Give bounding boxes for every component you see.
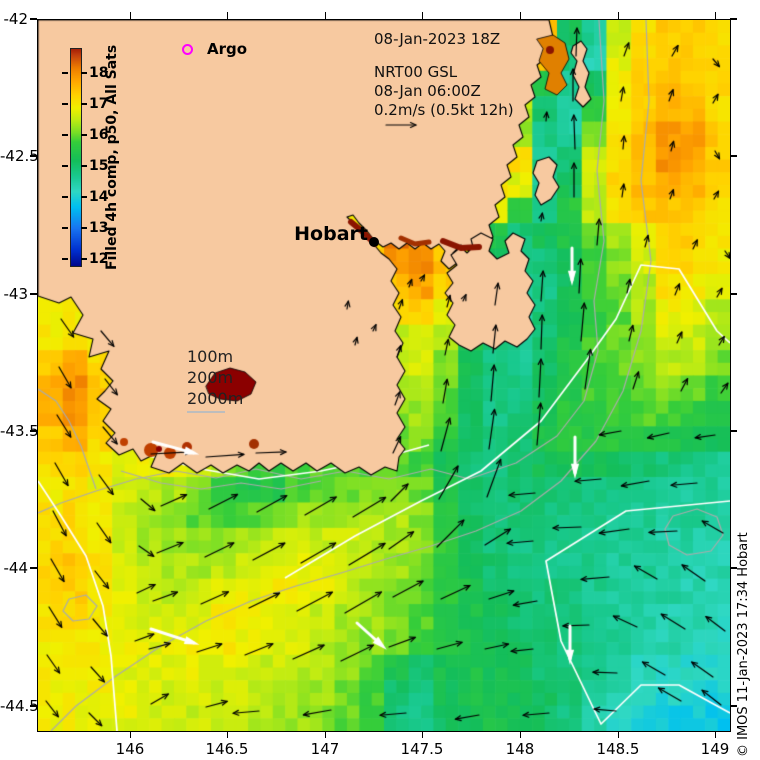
contour-sample-line [187,411,225,413]
y-tick-label: -44.5 [0,697,39,715]
x-tick-label: 149 [700,740,730,758]
colorbar-tick-mark [81,195,87,198]
colorbar-tick-mark [81,133,87,136]
x-tick-label: 148 [505,740,535,758]
x-tick-label: 147.5 [400,740,444,758]
model-name: NRT00 GSL [374,63,458,81]
colorbar-tick-mark [62,226,68,229]
x-tick-mark [324,731,326,738]
colorbar-tick-mark [62,257,68,260]
model-time: 08-Jan 06:00Z [374,82,481,100]
copyright-text: © IMOS 11-Jan-2023 17:34 Hobart [736,532,751,757]
colorbar-tick-mark [81,257,87,260]
x-tick-mark [714,731,716,738]
x-tick-mark [714,12,716,19]
x-tick-mark [519,12,521,19]
x-tick-mark [421,12,423,19]
colorbar-tick-label: 15 [89,157,109,174]
y-tick-label: -42 [3,10,29,28]
x-tick-label: 146 [115,740,145,758]
colorbar-tick-mark [81,164,87,167]
y-tick-mark [30,293,37,295]
depth-label-2000m: 2000m [187,389,244,408]
y-tick-label: -42.5 [0,147,39,165]
x-tick-mark [324,12,326,19]
y-tick-mark [730,567,737,569]
y-tick-mark [30,18,37,20]
y-tick-label: -43.5 [0,422,39,440]
colorbar-tick-mark [81,71,87,74]
colorbar-tick-label: 14 [89,188,109,205]
y-tick-mark [730,155,737,157]
y-tick-label: -43 [3,285,29,303]
colorbar-tick-label: 17 [89,95,109,112]
map-plot-area [37,19,731,732]
argo-legend-label: Argo [207,40,248,58]
x-tick-mark [226,731,228,738]
depth-label-200m: 200m [187,368,234,387]
colorbar-tick-label: 13 [89,219,109,236]
colorbar [70,48,82,267]
x-tick-mark [617,12,619,19]
y-tick-mark [30,567,37,569]
y-tick-mark [730,705,737,707]
argo-marker-icon [182,44,193,55]
colorbar-tick-mark [81,226,87,229]
city-marker-icon [369,237,379,247]
x-tick-label: 146.5 [205,740,249,758]
colorbar-tick-mark [81,102,87,105]
x-tick-mark [129,731,131,738]
colorbar-tick-mark [62,71,68,74]
y-tick-mark [30,705,37,707]
depth-label-100m: 100m [187,347,234,366]
x-tick-label: 147 [310,740,340,758]
y-tick-mark [30,430,37,432]
sst-heatmap-canvas [38,20,730,731]
x-tick-mark [226,12,228,19]
y-tick-label: -44 [3,559,29,577]
y-tick-mark [30,155,37,157]
observation-time: 08-Jan-2023 18Z [374,30,501,48]
colorbar-tick-label: 12 [89,250,109,267]
y-tick-mark [730,18,737,20]
y-tick-mark [730,293,737,295]
x-tick-label: 148.5 [596,740,640,758]
colorbar-tick-mark [62,164,68,167]
colorbar-tick-label: 18 [89,64,109,81]
city-label: Hobart [294,223,368,245]
vector-scale-label: 0.2m/s (0.5kt 12h) [374,101,514,119]
x-tick-mark [129,12,131,19]
y-tick-mark [730,430,737,432]
colorbar-tick-mark [62,102,68,105]
x-tick-mark [519,731,521,738]
x-tick-mark [421,731,423,738]
colorbar-tick-mark [62,195,68,198]
colorbar-tick-label: 16 [89,126,109,143]
x-tick-mark [617,731,619,738]
colorbar-tick-mark [62,133,68,136]
